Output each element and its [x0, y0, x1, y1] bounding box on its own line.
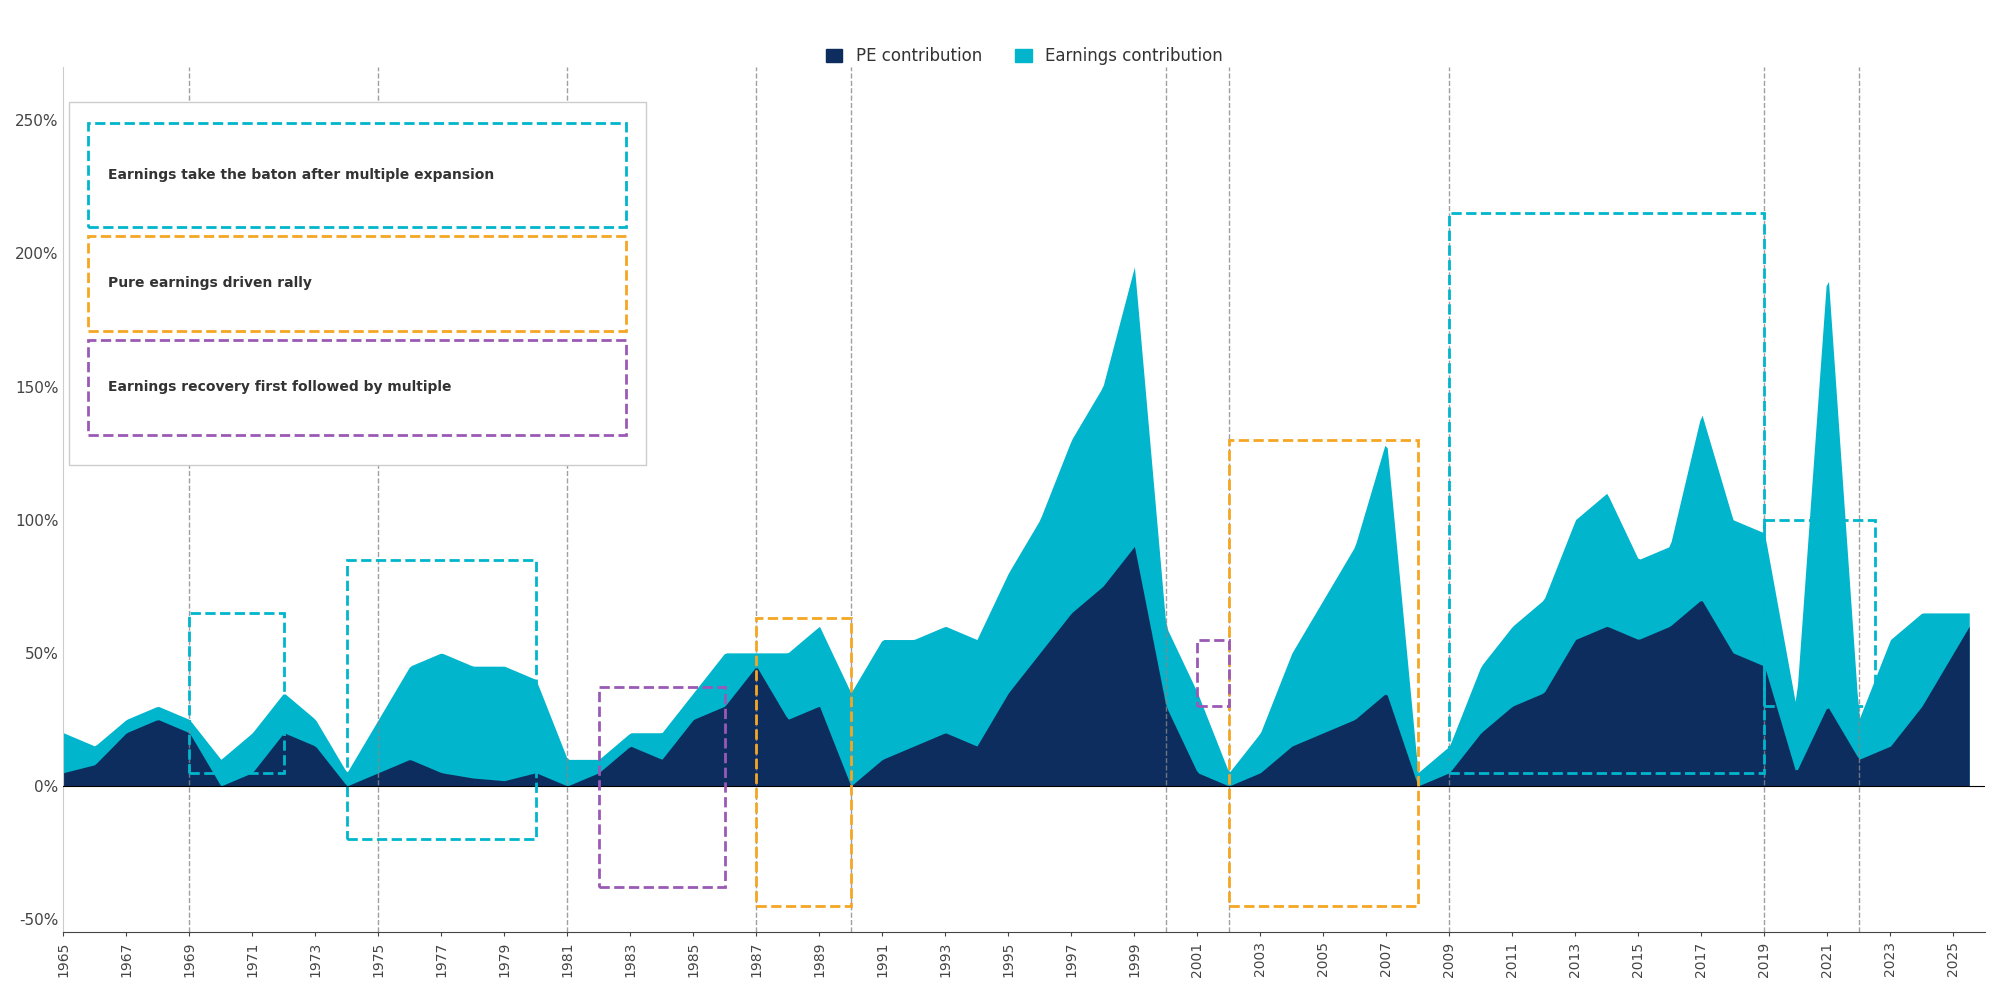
Legend: PE contribution, Earnings contribution: PE contribution, Earnings contribution — [818, 41, 1230, 72]
Bar — [1764, 520, 1874, 706]
Bar — [1228, 439, 1418, 906]
Text: Earnings take the baton after multiple expansion: Earnings take the baton after multiple e… — [108, 169, 494, 183]
Text: Pure earnings driven rally: Pure earnings driven rally — [108, 277, 312, 291]
Bar — [1198, 640, 1228, 706]
Bar — [346, 559, 536, 839]
Bar — [1450, 213, 1764, 773]
Bar — [190, 613, 284, 773]
Bar — [756, 618, 850, 906]
FancyBboxPatch shape — [70, 101, 646, 465]
Text: Earnings recovery first followed by multiple: Earnings recovery first followed by mult… — [108, 380, 452, 394]
Bar — [598, 687, 724, 887]
